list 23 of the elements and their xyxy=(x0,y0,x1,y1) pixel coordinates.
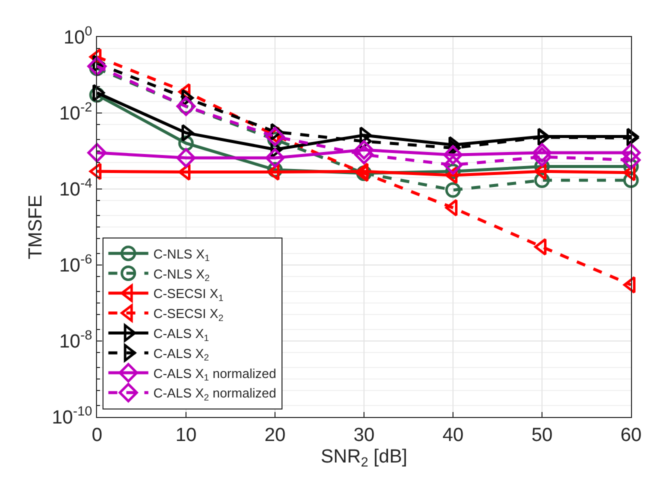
y-axis-title: TMSFE xyxy=(26,194,47,260)
y-tick-label: 10$^{-6}$ xyxy=(59,252,92,277)
x-axis-title: SNR$_{2}$ [dB] xyxy=(320,446,408,470)
legend-label: C-NLS X$_{2}$ xyxy=(153,266,210,284)
y-tick-label: 10$^{0}$ xyxy=(64,24,92,49)
x-tick-label: 20 xyxy=(264,424,286,446)
y-tick-label: 10$^{-2}$ xyxy=(59,100,92,125)
legend-label: C-ALS X$_{1}$ normalized xyxy=(153,366,276,383)
x-tick-label: 50 xyxy=(531,424,553,446)
legend-label: C-NLS X$_{1}$ xyxy=(153,246,210,264)
y-tick-label: 10$^{-8}$ xyxy=(59,328,92,353)
x-tick-label: 0 xyxy=(92,424,102,446)
legend-label: C-SECSI X$_{1}$ xyxy=(153,286,224,303)
x-tick-label: 60 xyxy=(620,424,642,446)
legend-label: C-ALS X$_{2}$ normalized xyxy=(153,386,276,402)
x-tick-label: 30 xyxy=(353,424,375,446)
y-tick-label: 10$^{-10}$ xyxy=(52,404,92,429)
legend-label: C-SECSI X$_{2}$ xyxy=(153,306,224,323)
legend-label: C-ALS X$_{1}$ xyxy=(153,326,209,343)
x-tick-label: 10 xyxy=(175,424,197,446)
legend-label: C-ALS X$_{2}$ xyxy=(153,346,209,363)
x-tick-label: 40 xyxy=(442,424,464,446)
y-tick-label: 10$^{-4}$ xyxy=(59,176,92,201)
